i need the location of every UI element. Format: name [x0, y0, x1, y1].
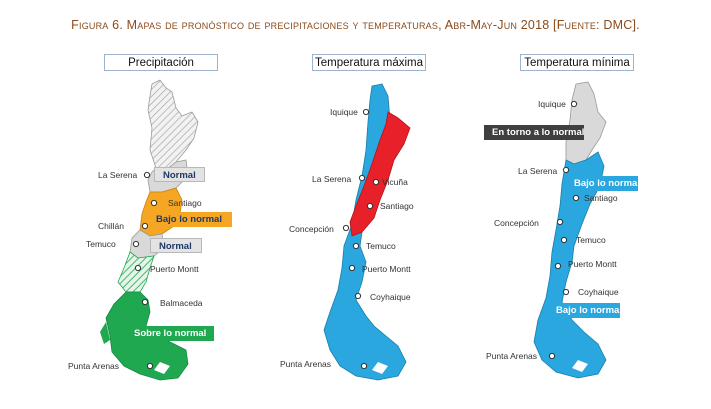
city-temuco: Temuco	[86, 239, 116, 249]
city-dot	[548, 352, 556, 360]
city-dot	[360, 362, 368, 370]
city-temuco: Temuco	[366, 241, 396, 251]
city-temuco: Temuco	[576, 235, 606, 245]
city-concepcion: Concepción	[289, 224, 334, 234]
city-coyhaique: Coyhaique	[370, 292, 411, 302]
region-tmax-red	[349, 111, 411, 237]
city-punta-arenas: Punta Arenas	[68, 361, 120, 371]
panel-title-precipitacion: Precipitación	[104, 54, 218, 71]
city-dot	[143, 171, 151, 179]
island-chunk	[154, 362, 170, 374]
city-dot	[348, 264, 356, 272]
region-north-hatched	[147, 79, 199, 171]
city-puerto-montt: Puerto Montt	[362, 264, 411, 274]
city-dot	[556, 218, 564, 226]
city-puerto-montt: Puerto Montt	[568, 259, 617, 269]
label-en-torno-a-lo-normal: En torno a lo normal	[484, 125, 584, 140]
label-bajo-lo-normal-1: Bajo lo normal	[566, 176, 640, 191]
city-la-serena: La Serena	[98, 170, 138, 180]
city-dot	[554, 262, 562, 270]
panel-title-temp-min: Temperatura mínima	[520, 54, 634, 71]
city-dot	[146, 362, 154, 370]
city-iquique: Iquique	[538, 99, 566, 109]
city-dot	[150, 199, 158, 207]
map-temp-max	[323, 83, 411, 381]
city-iquique: Iquique	[330, 107, 358, 117]
city-dot	[362, 108, 370, 116]
panel-title-temp-max: Temperatura máxima	[312, 54, 426, 71]
city-dot	[372, 178, 380, 186]
city-dot	[342, 224, 350, 232]
city-dot	[358, 174, 366, 182]
city-la-serena: La Serena	[312, 174, 352, 184]
city-la-serena: La Serena	[518, 166, 558, 176]
city-concepcion: Concepción	[494, 218, 539, 228]
region-hatched-green	[117, 251, 155, 293]
city-dot	[366, 202, 374, 210]
city-puerto-montt: Puerto Montt	[150, 264, 199, 274]
city-coyhaique: Coyhaique	[578, 287, 619, 297]
label-normal-north: Normal	[154, 167, 205, 182]
city-dot	[562, 288, 570, 296]
island-chunk	[372, 362, 388, 374]
city-dot	[141, 298, 149, 306]
city-santiago: Santiago	[380, 201, 414, 211]
city-punta-arenas: Punta Arenas	[280, 359, 332, 369]
city-dot	[141, 222, 149, 230]
island-chunk	[572, 360, 588, 372]
city-dot	[352, 242, 360, 250]
region-tmin-gray	[565, 81, 607, 165]
city-santiago: Santiago	[584, 193, 618, 203]
city-balmaceda: Balmaceda	[160, 298, 203, 308]
city-dot	[132, 240, 140, 248]
label-normal-south: Normal	[150, 238, 202, 253]
island-chunk	[100, 322, 110, 344]
city-chillan: Chillán	[98, 221, 124, 231]
city-dot	[572, 194, 580, 202]
label-bajo-lo-normal-2: Bajo lo normal	[548, 303, 622, 318]
city-dot	[560, 236, 568, 244]
city-punta-arenas: Punta Arenas	[486, 351, 538, 361]
city-dot	[570, 100, 578, 108]
city-dot	[134, 264, 142, 272]
city-dot	[354, 292, 362, 300]
city-dot	[562, 166, 570, 174]
label-bajo-lo-normal: Bajo lo normal	[148, 212, 232, 227]
city-santiago: Santiago	[168, 198, 202, 208]
label-sobre-lo-normal: Sobre lo normal	[126, 326, 214, 341]
figure-caption: Figura 6. Mapas de pronóstico de precipi…	[71, 18, 640, 32]
city-vicuna: Vicuña	[382, 177, 408, 187]
